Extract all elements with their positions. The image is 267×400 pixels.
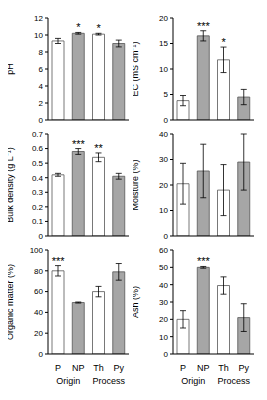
svg-text:***: *** bbox=[52, 255, 66, 267]
svg-text:0.1: 0.1 bbox=[32, 217, 44, 226]
svg-text:***: *** bbox=[197, 255, 211, 267]
svg-text:0.7: 0.7 bbox=[32, 130, 44, 139]
svg-text:10: 10 bbox=[34, 31, 43, 40]
svg-text:0: 0 bbox=[164, 116, 169, 124]
svg-text:*: * bbox=[96, 22, 101, 34]
svg-text:2: 2 bbox=[39, 99, 44, 108]
svg-text:Process: Process bbox=[217, 376, 250, 386]
svg-text:5: 5 bbox=[164, 90, 169, 99]
svg-text:40: 40 bbox=[159, 281, 168, 290]
svg-text:10: 10 bbox=[159, 206, 168, 215]
svg-text:0.6: 0.6 bbox=[32, 144, 44, 153]
svg-text:50: 50 bbox=[159, 263, 168, 272]
svg-text:P: P bbox=[55, 363, 61, 373]
svg-text:10: 10 bbox=[159, 65, 168, 74]
svg-text:4: 4 bbox=[39, 82, 44, 91]
svg-text:***: *** bbox=[197, 20, 211, 32]
svg-text:100: 100 bbox=[30, 246, 44, 255]
svg-text:20: 20 bbox=[159, 181, 168, 190]
svg-text:*: * bbox=[221, 36, 226, 48]
svg-text:Py: Py bbox=[239, 363, 250, 373]
svg-text:40: 40 bbox=[159, 130, 168, 139]
svg-text:0: 0 bbox=[39, 232, 44, 240]
svg-text:0: 0 bbox=[39, 116, 44, 124]
svg-text:60: 60 bbox=[159, 246, 168, 255]
svg-text:0.2: 0.2 bbox=[32, 203, 44, 212]
svg-text:40: 40 bbox=[34, 308, 43, 317]
svg-text:Th: Th bbox=[93, 363, 104, 373]
svg-text:8: 8 bbox=[39, 48, 44, 57]
svg-text:30: 30 bbox=[159, 155, 168, 164]
svg-text:10: 10 bbox=[159, 333, 168, 342]
svg-text:***: *** bbox=[72, 138, 86, 150]
svg-text:Py: Py bbox=[114, 363, 125, 373]
svg-text:20: 20 bbox=[159, 315, 168, 324]
svg-text:15: 15 bbox=[159, 39, 168, 48]
svg-text:80: 80 bbox=[34, 267, 43, 276]
svg-text:0: 0 bbox=[164, 232, 169, 240]
svg-text:EC (mS cm⁻¹): EC (mS cm⁻¹) bbox=[133, 42, 140, 97]
svg-text:20: 20 bbox=[159, 14, 168, 23]
svg-text:Bulk density (g L⁻¹): Bulk density (g L⁻¹) bbox=[8, 147, 15, 223]
svg-text:0: 0 bbox=[164, 350, 169, 359]
svg-text:Th: Th bbox=[218, 363, 229, 373]
svg-text:60: 60 bbox=[34, 287, 43, 296]
svg-text:NP: NP bbox=[72, 363, 85, 373]
svg-text:6: 6 bbox=[39, 65, 44, 74]
svg-text:12: 12 bbox=[34, 14, 43, 23]
svg-text:0: 0 bbox=[39, 350, 44, 359]
svg-text:Origin: Origin bbox=[181, 376, 205, 386]
svg-text:Organic matter (%): Organic matter (%) bbox=[8, 264, 15, 340]
svg-text:Ash (%): Ash (%) bbox=[133, 286, 140, 318]
svg-text:**: ** bbox=[94, 142, 103, 154]
svg-text:Moisture (%): Moisture (%) bbox=[133, 159, 140, 210]
svg-text:pH: pH bbox=[8, 63, 15, 75]
svg-text:0.5: 0.5 bbox=[32, 159, 44, 168]
svg-text:P: P bbox=[180, 363, 186, 373]
svg-text:Process: Process bbox=[92, 376, 125, 386]
svg-text:NP: NP bbox=[197, 363, 210, 373]
svg-text:0.4: 0.4 bbox=[32, 174, 44, 183]
svg-text:*: * bbox=[76, 21, 81, 33]
svg-text:Origin: Origin bbox=[56, 376, 80, 386]
svg-text:20: 20 bbox=[34, 329, 43, 338]
svg-text:0.3: 0.3 bbox=[32, 188, 44, 197]
svg-text:30: 30 bbox=[159, 298, 168, 307]
